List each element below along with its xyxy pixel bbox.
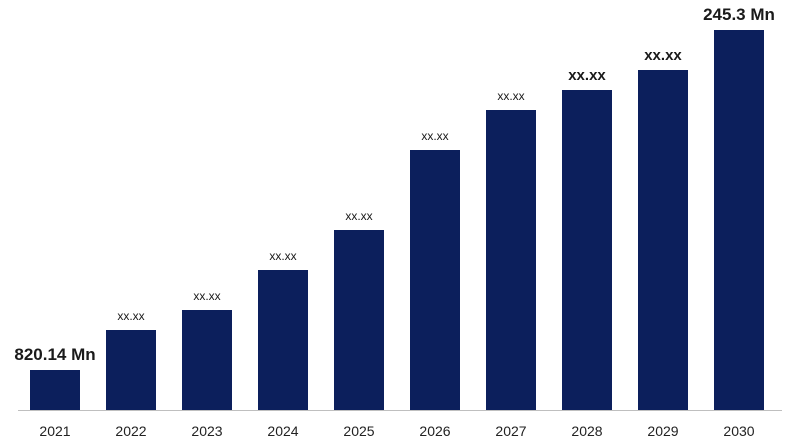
bar-2029 — [638, 70, 688, 410]
bar-2027 — [486, 110, 536, 410]
data-label-2029: xx.xx — [644, 47, 682, 64]
x-tick-2027: 2027 — [495, 423, 526, 439]
data-label-2024: xx.xx — [269, 249, 296, 263]
bar-2022 — [106, 330, 156, 410]
x-tick-2028: 2028 — [571, 423, 602, 439]
data-label-2023: xx.xx — [193, 289, 220, 303]
x-tick-2029: 2029 — [647, 423, 678, 439]
x-tick-2022: 2022 — [115, 423, 146, 439]
bar-2026 — [410, 150, 460, 410]
bars-group — [30, 30, 764, 410]
x-tick-2023: 2023 — [191, 423, 222, 439]
bar-2023 — [182, 310, 232, 410]
bar-2028 — [562, 90, 612, 410]
bar-2021 — [30, 370, 80, 410]
bar-2030 — [714, 30, 764, 410]
data-label-2030: 245.3 Mn — [703, 5, 775, 24]
x-tick-2024: 2024 — [267, 423, 298, 439]
x-tick-2025: 2025 — [343, 423, 374, 439]
data-label-2021: 820.14 Mn — [14, 345, 95, 364]
data-label-2025: xx.xx — [345, 209, 372, 223]
x-tick-2021: 2021 — [39, 423, 70, 439]
data-label-2022: xx.xx — [117, 309, 144, 323]
bar-2024 — [258, 270, 308, 410]
data-label-2028: xx.xx — [568, 67, 606, 84]
x-tick-2030: 2030 — [723, 423, 754, 439]
bar-2025 — [334, 230, 384, 410]
x-tick-2026: 2026 — [419, 423, 450, 439]
data-label-2027: xx.xx — [497, 89, 524, 103]
data-label-2026: xx.xx — [421, 129, 448, 143]
data-labels-group: 820.14 Mn xx.xx xx.xx xx.xx xx.xx xx.xx xx.xx x… — [14, 5, 775, 364]
x-tick-labels-group: 2021 2022 2023 2024 2025 2026 2027 2028 2029 2030 — [39, 423, 754, 439]
